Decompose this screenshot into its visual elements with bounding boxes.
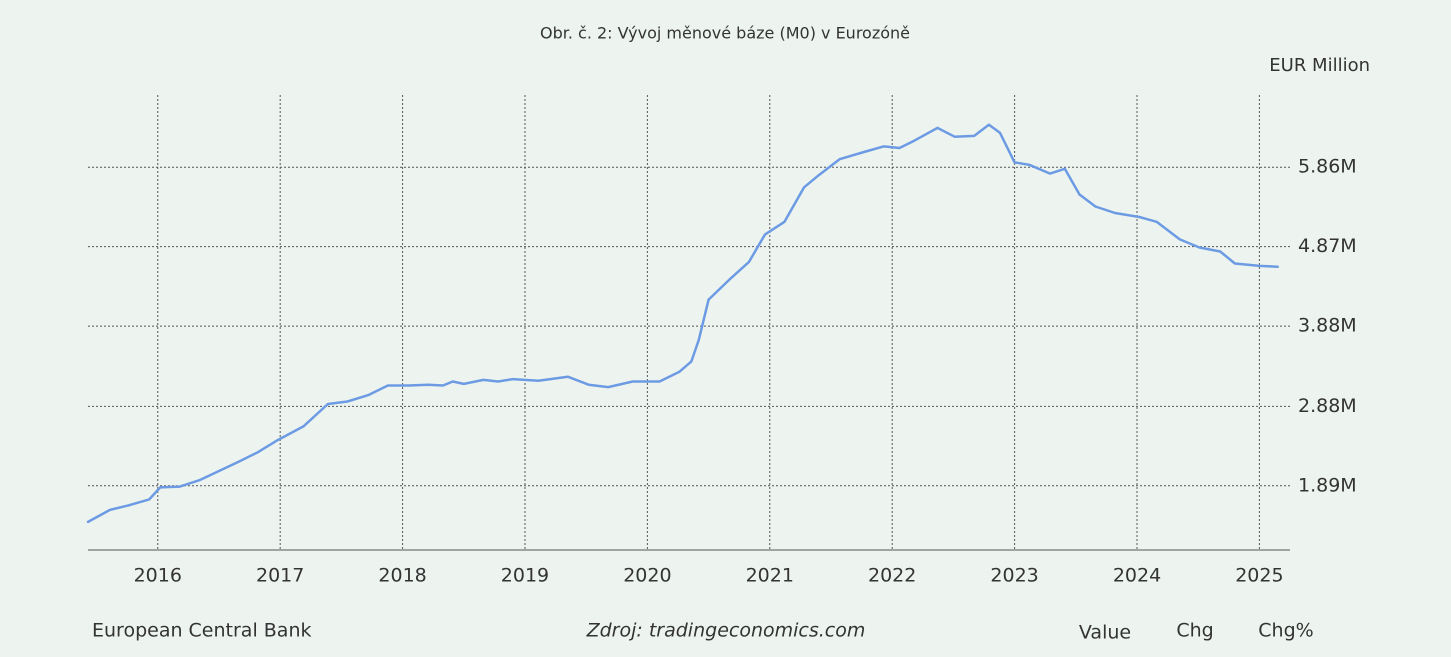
y-tick-label: 5.86M (1298, 156, 1357, 178)
x-tick-label: 2024 (1113, 565, 1161, 587)
x-tick-label: 2017 (256, 565, 304, 587)
button[interactable]: Chg% (1258, 620, 1313, 642)
y-tick-label: 2.88M (1298, 395, 1357, 417)
source: European Central Bank (92, 620, 311, 642)
chart-title: Obr. č. 2: Vývoj měnové báze (M0) v Euro… (540, 24, 910, 43)
x-tick-label: 2023 (990, 565, 1038, 587)
x-tick-label: 2020 (623, 565, 671, 587)
x-tick-label: 2025 (1235, 565, 1283, 587)
y-axis-label: EUR Million (1269, 55, 1370, 76)
y-tick-label: 4.87M (1298, 235, 1357, 257)
x-tick-label: 2019 (501, 565, 549, 587)
y-tick-label: 1.89M (1298, 474, 1357, 496)
x-tick-label: 2016 (134, 565, 182, 587)
x-tick-label: 2022 (868, 565, 916, 587)
y-tick-label: 3.88M (1298, 315, 1357, 337)
button[interactable]: Chg (1176, 620, 1213, 642)
x-tick-label: 2021 (746, 565, 794, 587)
credit: Zdroj: tradingeconomics.com (586, 620, 866, 642)
button[interactable]: Value (1079, 622, 1131, 644)
line (86, 123, 1280, 524)
x-tick-label: 2018 (378, 565, 426, 587)
